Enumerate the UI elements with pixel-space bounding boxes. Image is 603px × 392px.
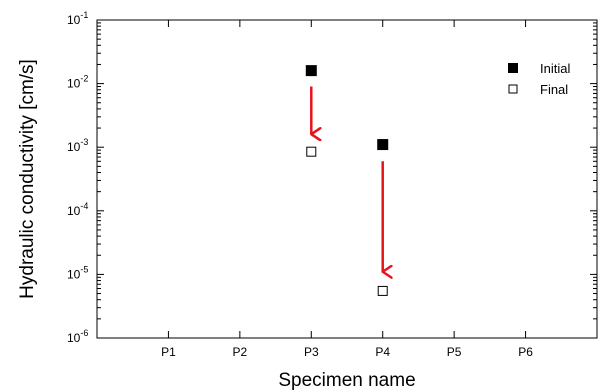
y-tick-label: 10-5 (67, 264, 88, 281)
y-tick-label: 10-1 (67, 10, 88, 27)
x-tick-label: P5 (447, 345, 462, 359)
data-marks (305, 65, 389, 296)
x-tick-label: P2 (233, 345, 248, 359)
final-point (377, 285, 388, 296)
y-tick-label: 10-3 (67, 137, 88, 154)
axis-ticks: 10-6 10-5 10-4 10-3 10-2 10-1 P1 P2 P3 P4 P5 P6 (67, 10, 597, 359)
legend-initial-marker (508, 63, 518, 73)
x-tick-label: P4 (375, 345, 390, 359)
x-tick-label: P1 (161, 345, 176, 359)
initial-point (377, 139, 389, 151)
legend-final-label: Final (540, 82, 568, 97)
plot-frame (96, 19, 598, 339)
final-point (306, 146, 317, 157)
initial-point (305, 65, 317, 77)
legend: Initial Final (508, 61, 570, 97)
y-axis-title: Hydraulic conductivity [cm/s] (17, 59, 38, 299)
y-tick-label: 10-4 (67, 201, 88, 218)
legend-final-marker (508, 84, 518, 94)
y-tick-label: 10-2 (67, 74, 88, 91)
x-axis-title: Specimen name (278, 370, 415, 391)
y-tick-label: 10-6 (67, 328, 88, 345)
legend-initial-label: Initial (540, 61, 570, 76)
x-tick-label: P3 (304, 345, 319, 359)
x-tick-label: P6 (518, 345, 533, 359)
